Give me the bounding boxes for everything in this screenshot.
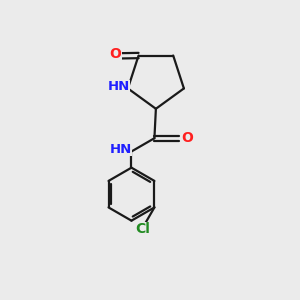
Text: HN: HN bbox=[107, 80, 130, 94]
Text: HN: HN bbox=[110, 142, 132, 156]
Text: O: O bbox=[110, 47, 122, 61]
Text: O: O bbox=[181, 131, 193, 145]
Text: Cl: Cl bbox=[135, 222, 150, 236]
